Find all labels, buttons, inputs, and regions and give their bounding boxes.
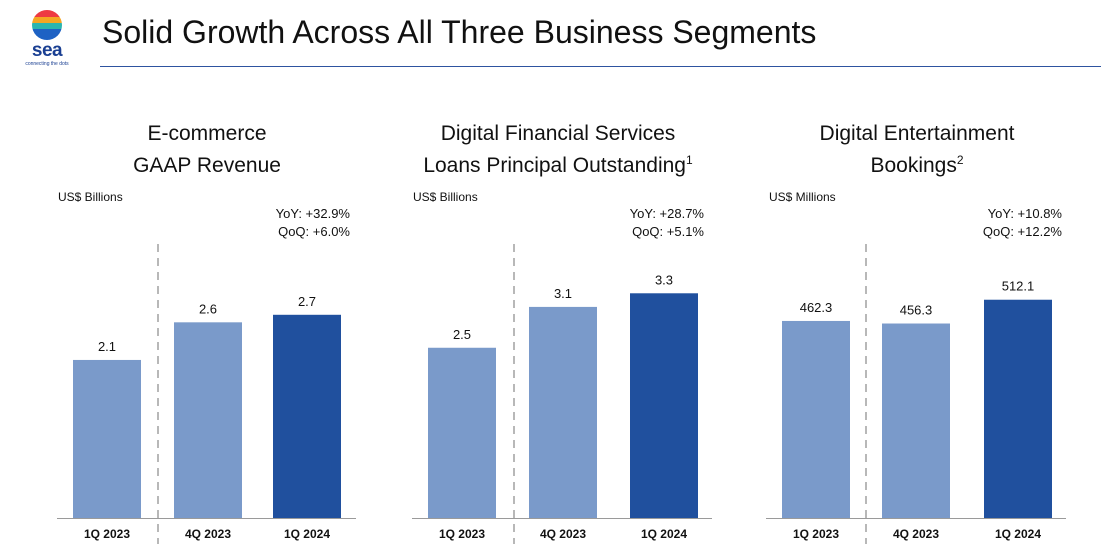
growth-stats: YoY: +28.7% QoQ: +5.1% [604,205,704,241]
data-label: 2.1 [98,339,116,354]
chart-title-dfs: Digital Financial Services Loans Princip… [408,120,708,179]
chart-title-line-2: Loans Principal Outstanding1 [423,153,693,177]
data-label: 2.7 [298,294,316,309]
title-rule [100,66,1101,67]
bar [73,359,141,518]
yoy-growth: YoY: +28.7% [629,206,704,221]
data-label: 2.6 [199,301,217,316]
growth-stats: YoY: +10.8% QoQ: +12.2% [962,205,1062,241]
category-label: 4Q 2023 [540,527,586,541]
bar [630,293,698,518]
unit-label: US$ Millions [769,190,836,204]
bar [782,320,850,518]
chart-title-line-2: GAAP Revenue [133,154,281,177]
bar [882,323,950,518]
data-label: 2.5 [453,327,471,342]
growth-stats: YoY: +32.9% QoQ: +6.0% [250,205,350,241]
category-label: 1Q 2024 [995,527,1041,541]
bar [174,322,242,518]
footnote-marker: 1 [685,153,693,167]
category-label: 1Q 2023 [84,527,130,541]
category-label: 1Q 2024 [284,527,330,541]
category-label: 1Q 2023 [793,527,839,541]
category-label: 4Q 2023 [185,527,231,541]
footnote-marker: 2 [956,153,964,167]
data-label: 512.1 [1002,279,1035,294]
data-label: 3.1 [554,286,572,301]
logo-wordmark: sea [31,40,63,61]
chart-title-ecommerce: E-commerce GAAP Revenue [57,120,357,179]
data-label: 3.3 [655,272,673,287]
logo-tagline: connecting the dots [25,61,69,67]
chart-title-line-2: Bookings2 [870,153,964,177]
qoq-growth: QoQ: +6.0% [278,224,350,239]
chart-title-line-1: Digital Entertainment [819,122,1015,145]
chart-title-line-1: E-commerce [147,122,267,145]
chart-title-line-1: Digital Financial Services [440,122,676,145]
category-label: 1Q 2023 [439,527,485,541]
yoy-growth: YoY: +10.8% [987,206,1062,221]
qoq-growth: QoQ: +5.1% [632,224,704,239]
qoq-growth: QoQ: +12.2% [982,224,1062,239]
bar [428,347,496,518]
sea-logo-icon [32,10,62,40]
bar [984,299,1052,518]
chart-title-entertainment: Digital Entertainment Bookings2 [767,120,1067,179]
yoy-growth: YoY: +32.9% [275,206,350,221]
page-title: Solid Growth Across All Three Business S… [102,14,817,50]
data-label: 462.3 [800,300,833,315]
unit-label: US$ Billions [58,190,123,204]
bar [529,306,597,518]
bar [273,314,341,518]
category-label: 4Q 2023 [893,527,939,541]
category-label: 1Q 2024 [641,527,687,541]
unit-label: US$ Billions [413,190,478,204]
data-label: 456.3 [900,303,933,318]
